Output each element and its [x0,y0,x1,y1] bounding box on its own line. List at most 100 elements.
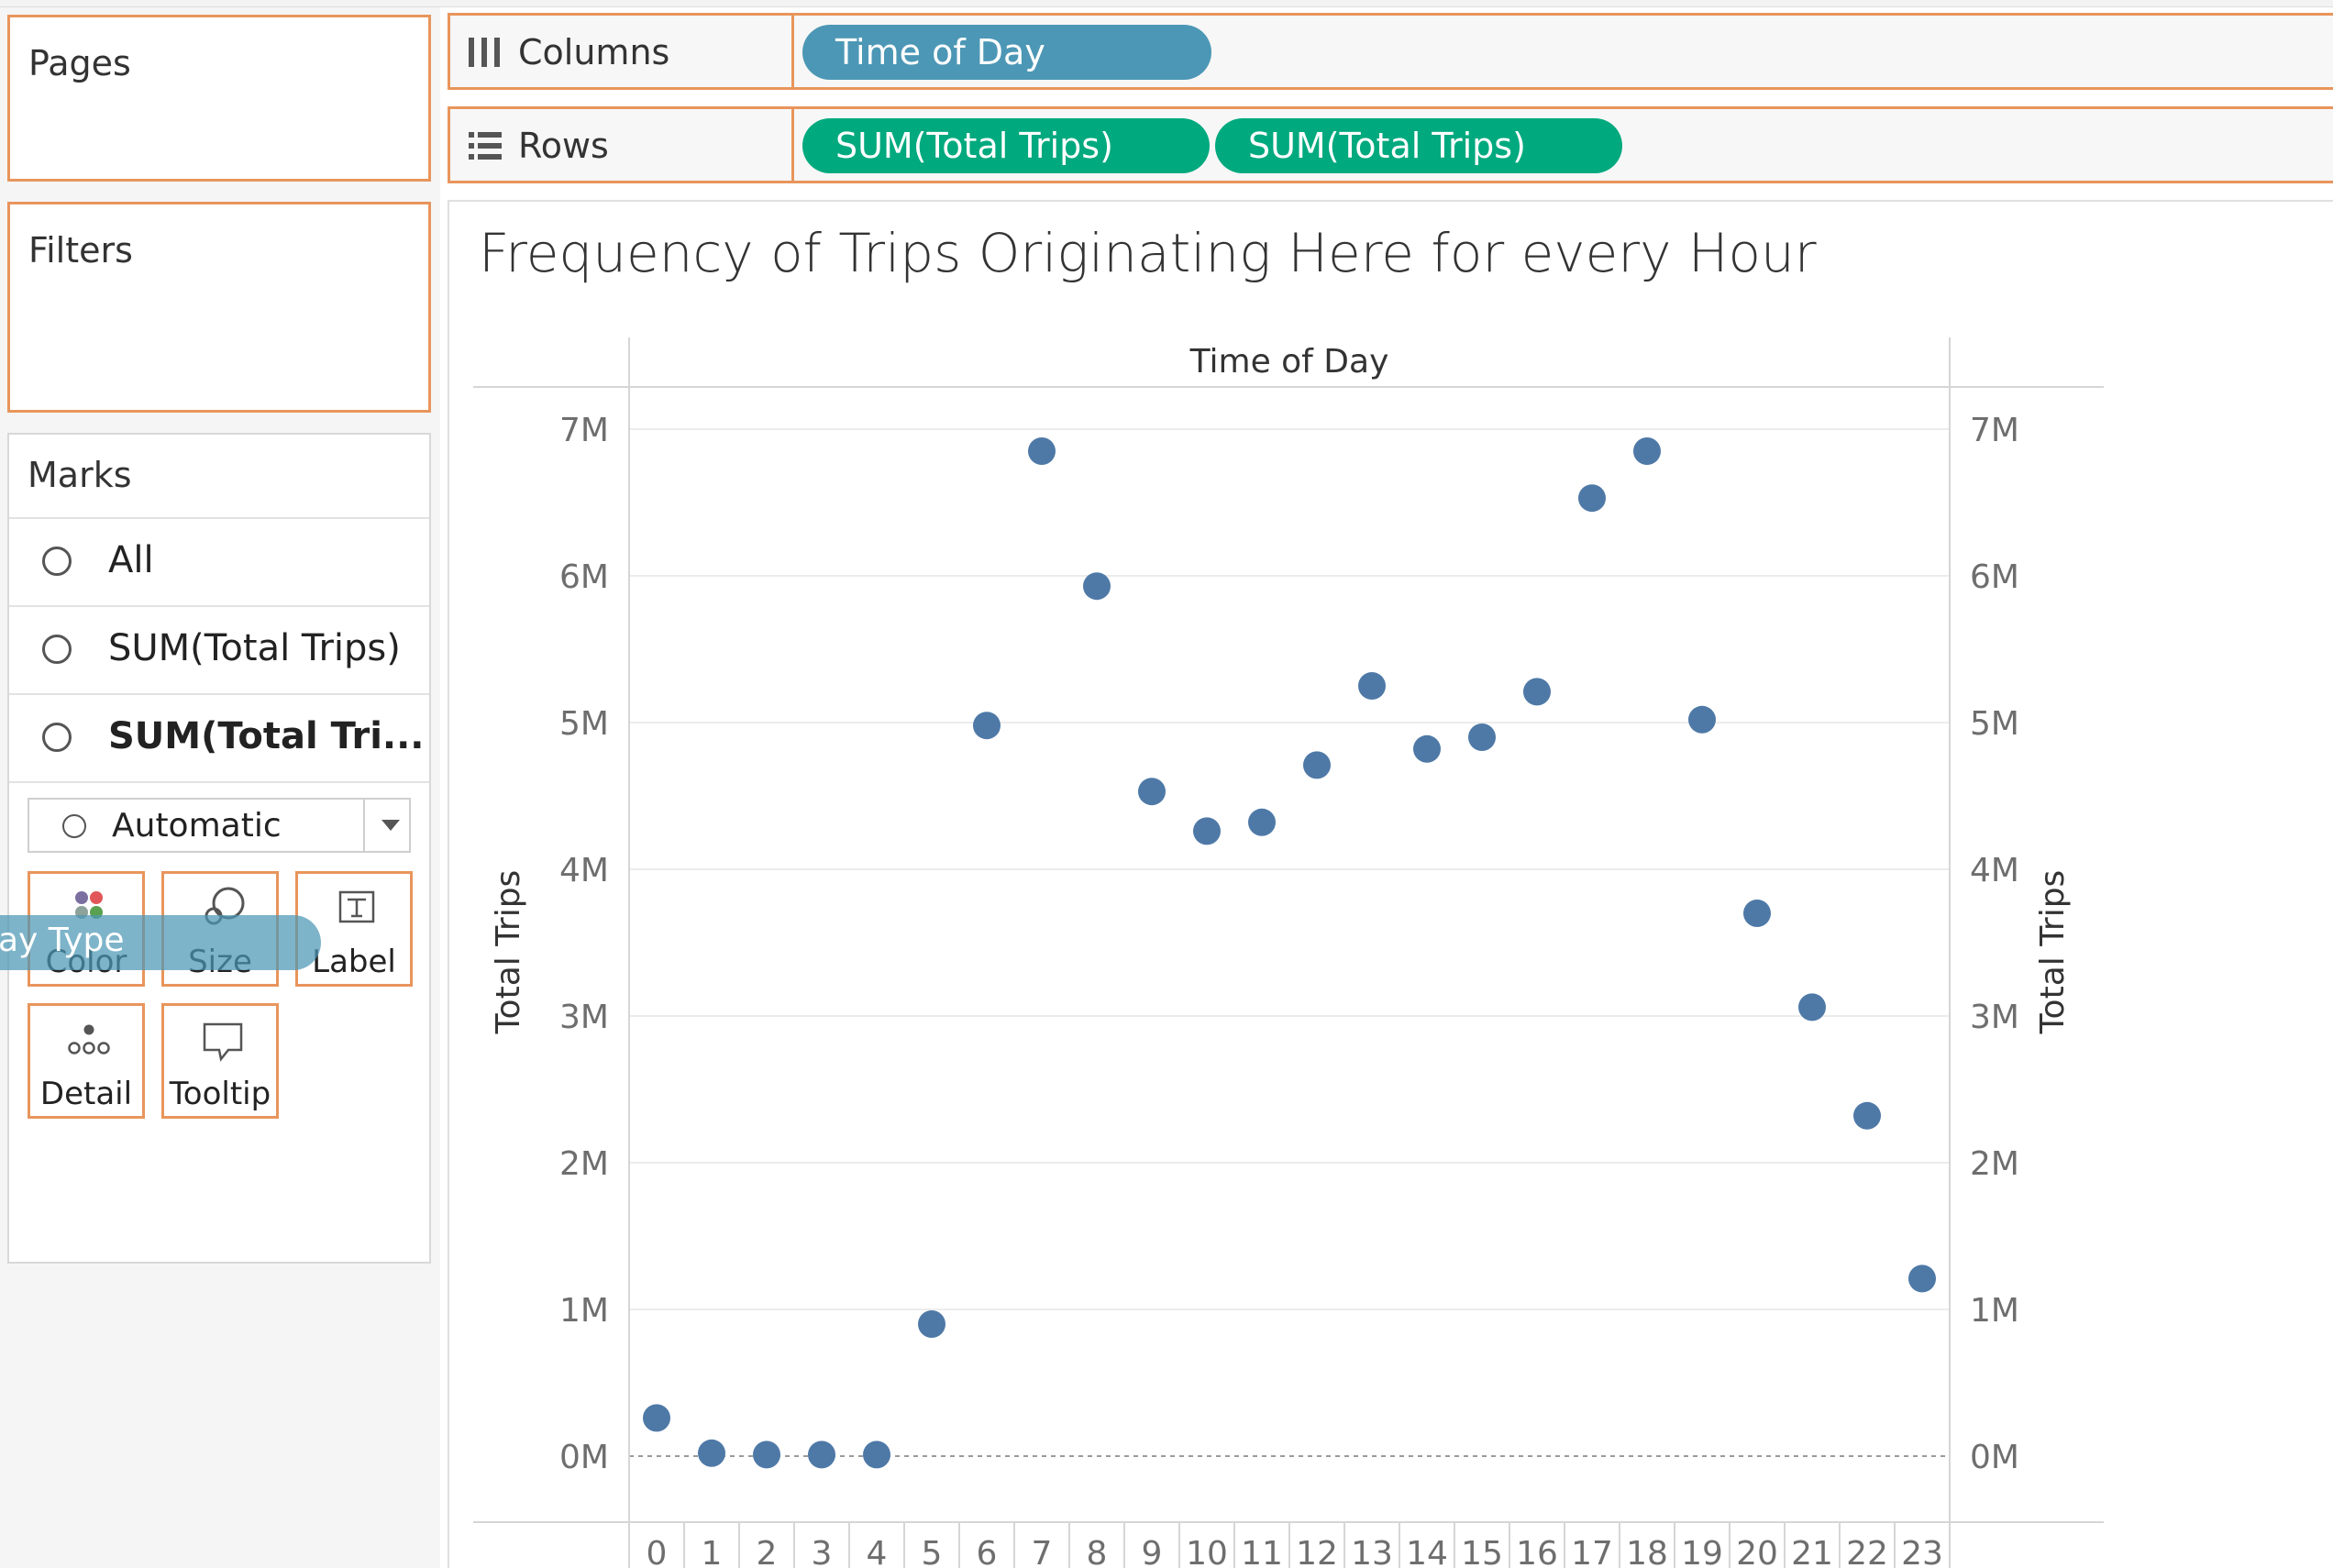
marks-tab-sum-total-trips-2[interactable]: SUM(Total Tri... [9,693,429,783]
marks-header: Marks [9,435,429,519]
rows-shelf[interactable]: Rows SUM(Total Trips) SUM(Total Trips) [448,106,2333,183]
tooltip-card-label: Tooltip [169,1076,271,1112]
y-axis-right: 0M 1M 2M 3M 4M 5M 6M 7M [1970,412,2019,1476]
x-tick-label: 4 [867,1535,888,1568]
y-tick-label-right: 6M [1970,558,2019,596]
mark-type-label: Automatic [112,807,282,845]
y-tick-label-left: 2M [559,1145,609,1183]
x-tick-label: 8 [1087,1535,1108,1568]
marks-tab-label: SUM(Total Tri... [108,715,425,757]
x-axis: 0 1 2 3 4 5 6 7 8 9 10 11 12 13 14 15 16 17 18 19 20 21 22 23 [647,1522,1943,1568]
x-tick-label: 1 [702,1535,723,1568]
x-tick-label: 19 [1681,1535,1723,1568]
x-tick-label: 9 [1142,1535,1163,1568]
x-tick-label: 3 [812,1535,833,1568]
x-tick-label: 21 [1791,1535,1833,1568]
x-tick-label: 6 [977,1535,998,1568]
marks-tab-label: All [108,539,154,581]
y-tick-label-left: 4M [559,852,609,889]
x-tick-label: 20 [1736,1535,1778,1568]
shelf-divider [791,16,794,87]
detail-card-label: Detail [39,1076,133,1112]
data-point[interactable] [1853,1101,1881,1130]
filters-label: Filters [28,230,133,271]
data-point[interactable] [1743,900,1771,927]
data-point[interactable] [973,712,1001,740]
tooltip-card[interactable]: Tooltip [161,1003,279,1119]
plot-frame [473,337,2104,1568]
y-tick-label-left: 5M [559,705,609,743]
data-point[interactable] [1138,778,1166,806]
mark-type-dropdown[interactable]: Automatic [28,798,411,853]
marks-card: Marks All SUM(Total Trips) SUM(Total Tri… [0,433,431,1264]
x-tick-label: 15 [1461,1535,1503,1568]
x-tick-label: 11 [1241,1535,1283,1568]
filters-shelf[interactable]: Filters [7,202,431,413]
data-point[interactable] [1523,678,1551,706]
y-tick-label-right: 1M [1970,1292,2019,1330]
marks-tab-sum-total-trips-1[interactable]: SUM(Total Trips) [9,605,429,695]
rows-label: Rows [518,126,609,166]
columns-shelf[interactable]: Columns Time of Day [448,13,2333,90]
rows-pill-sum-total-trips-2[interactable]: SUM(Total Trips) [1215,118,1622,173]
y-tick-label-right: 0M [1970,1439,2019,1476]
marks-title: Marks [28,455,132,495]
data-point[interactable] [698,1439,725,1467]
x-tick-label: 14 [1406,1535,1448,1568]
rows-icon [469,132,502,160]
data-point[interactable] [1413,734,1441,763]
x-tick-label: 22 [1846,1535,1888,1568]
data-point[interactable] [918,1310,945,1338]
data-point[interactable] [863,1441,890,1469]
x-axis-header: Time of Day [1189,343,1389,381]
marks-tab-all[interactable]: All [9,517,429,607]
shelf-divider [791,109,794,181]
data-point[interactable] [1688,705,1716,734]
y-tick-label-right: 4M [1970,852,2019,889]
y-axis-title-left: Total Trips [490,870,527,1035]
data-points [643,437,1936,1469]
data-point[interactable] [1798,993,1826,1021]
x-tick-label: 13 [1351,1535,1393,1568]
rows-pill-sum-total-trips-1[interactable]: SUM(Total Trips) [802,118,1210,173]
data-point[interactable] [1083,572,1111,601]
columns-label: Columns [518,32,670,72]
data-point[interactable] [1468,723,1496,751]
radio-icon [42,723,72,752]
chevron-down-icon[interactable] [381,820,400,831]
y-tick-label-right: 3M [1970,999,2019,1036]
x-tick-label: 5 [922,1535,943,1568]
view-area [448,200,2333,1568]
y-tick-label-right: 7M [1970,412,2019,449]
chart-title: Frequency of Trips Originating Here for … [479,222,1817,284]
data-point[interactable] [1248,808,1276,836]
data-point[interactable] [1358,672,1386,700]
data-point[interactable] [1578,484,1606,513]
x-tick-label: 23 [1901,1535,1943,1568]
data-point[interactable] [808,1441,835,1469]
y-tick-label-left: 0M [559,1439,609,1476]
dragged-field-pill[interactable]: ay Type [0,915,321,970]
x-tick-label: 2 [757,1535,778,1568]
data-point[interactable] [1633,437,1661,465]
pages-label: Pages [28,43,131,83]
y-tick-label-left: 3M [559,999,609,1036]
dragged-field-label: ay Type [0,922,125,959]
radio-icon [42,547,72,576]
marks-tab-label: SUM(Total Trips) [108,627,401,669]
data-point[interactable] [1193,817,1221,845]
y-tick-label-right: 5M [1970,705,2019,743]
detail-card[interactable]: Detail [28,1003,145,1119]
data-point[interactable] [1303,751,1331,779]
text-label-icon [338,890,375,923]
y-axis-title-right: Total Trips [2034,870,2072,1035]
data-point[interactable] [643,1404,670,1432]
tooltip-bubble-icon [203,1022,243,1062]
columns-pill-time-of-day[interactable]: Time of Day [802,25,1211,80]
y-tick-label-left: 1M [559,1292,609,1330]
data-point[interactable] [1028,437,1056,465]
data-point[interactable] [753,1441,780,1469]
data-point[interactable] [1908,1264,1936,1293]
mark-type-circle-icon [62,814,86,838]
pages-shelf[interactable]: Pages [7,15,431,182]
